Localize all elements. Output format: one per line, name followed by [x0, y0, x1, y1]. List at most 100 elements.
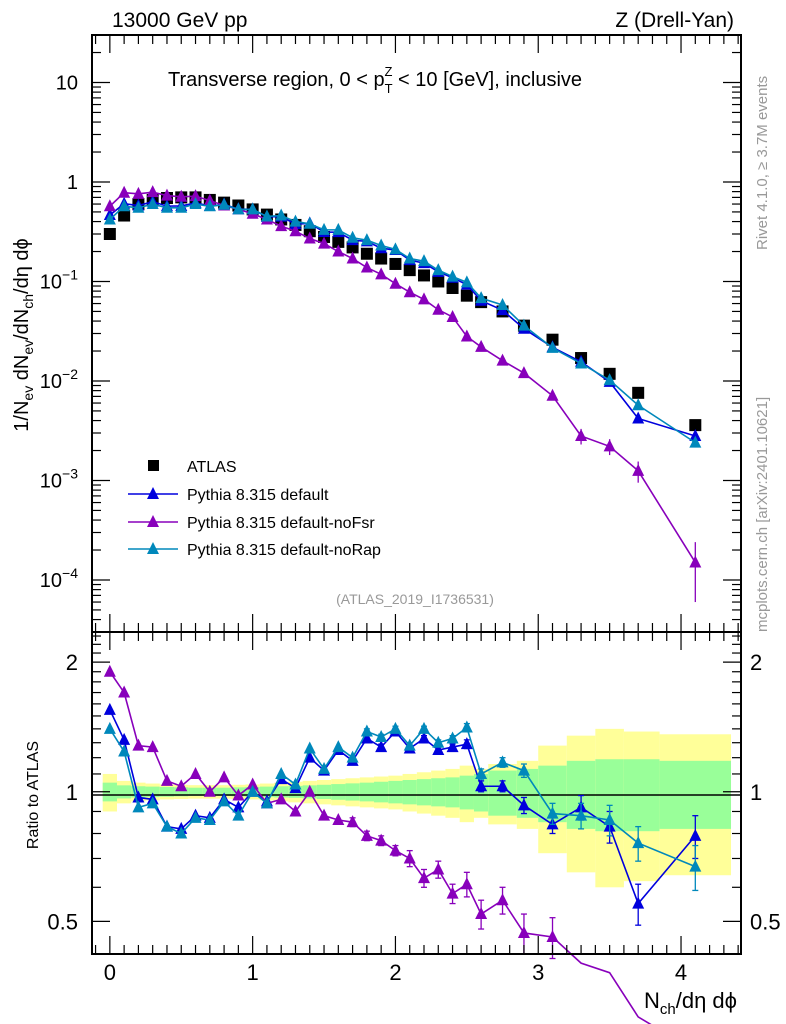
data-point-atlas	[460, 289, 473, 302]
uncertainty-band-inner	[459, 775, 474, 810]
header-right: Z (Drell-Yan)	[615, 9, 734, 32]
uncertainty-band-inner	[345, 783, 360, 801]
ratio-point-pythia-8-315-default-norap	[203, 812, 216, 825]
data-point-pythia-8-315-default-norap	[332, 222, 345, 235]
data-point-atlas	[632, 386, 645, 399]
data-point-pythia-8-315-default-norap	[189, 197, 202, 210]
ratio-point-pythia-8-315-default-norap	[375, 730, 388, 743]
x-tick-label: 2	[389, 960, 401, 985]
ratio-point-pythia-8-315-default-nofsr	[417, 871, 430, 884]
mcplots-label: mcplots.cern.ch [arXiv:2401.10621]	[754, 397, 771, 632]
ratio-y-tick-label-right: 1	[750, 780, 762, 805]
uncertainty-band-inner	[159, 786, 175, 797]
ratio-point-pythia-8-315-default-norap	[517, 763, 530, 776]
ratio-point-pythia-8-315-default	[375, 740, 388, 753]
y-tick-label: 10−4	[40, 565, 78, 592]
data-point-atlas	[432, 275, 445, 288]
uncertainty-band-inner	[216, 787, 232, 796]
ratio-point-pythia-8-315-default-norap	[460, 720, 473, 733]
data-point-pythia-8-315-default-nofsr	[460, 329, 473, 342]
data-point-pythia-8-315-default-norap	[375, 238, 388, 251]
uncertainty-band-inner	[259, 786, 275, 798]
data-point-pythia-8-315-default-norap	[689, 435, 702, 448]
data-point-pythia-8-315-default-nofsr	[175, 189, 188, 202]
ratio-point-pythia-8-315-default-norap	[275, 766, 288, 779]
ratio-y-tick-label: 0.5	[47, 909, 78, 934]
ratio-point-pythia-8-315-default-nofsr	[303, 784, 316, 797]
ratio-point-pythia-8-315-default	[475, 779, 488, 792]
data-point-pythia-8-315-default-norap	[475, 291, 488, 304]
data-point-atlas	[689, 419, 702, 432]
ratio-point-pythia-8-315-default-nofsr	[132, 738, 145, 751]
x-tick-label: 0	[104, 960, 116, 985]
data-point-atlas	[118, 209, 131, 222]
data-point-pythia-8-315-default-nofsr	[360, 260, 373, 273]
data-point-pythia-8-315-default-nofsr	[132, 186, 145, 199]
data-point-pythia-8-315-default-norap	[403, 251, 416, 264]
uncertainty-band-inner	[274, 786, 289, 798]
ratio-point-pythia-8-315-default-norap	[575, 808, 588, 821]
ratio-point-pythia-8-315-default-norap	[446, 731, 459, 744]
uncertainty-band-inner	[431, 778, 446, 807]
y-tick-label: 10−2	[40, 366, 78, 393]
uncertainty-band-inner	[488, 770, 517, 816]
data-point-pythia-8-315-default-norap	[389, 242, 402, 255]
data-point-pythia-8-315-default-nofsr	[146, 185, 159, 198]
ratio-y-tick-label-right: 2	[750, 650, 762, 675]
x-tick-label: 3	[532, 960, 544, 985]
ratio-point-pythia-8-315-default-norap	[175, 826, 188, 839]
data-point-pythia-8-315-default-norap	[232, 202, 245, 215]
data-point-pythia-8-315-default-norap	[160, 200, 173, 213]
data-point-pythia-8-315-default-nofsr	[318, 236, 331, 249]
ratio-point-pythia-8-315-default-norap	[146, 796, 159, 809]
data-point-pythia-8-315-default-nofsr	[446, 309, 459, 322]
ratio-line-pythia-8-315-default-norap	[109, 726, 696, 868]
ratio-point-pythia-8-315-default	[446, 740, 459, 753]
ratio-point-pythia-8-315-default-nofsr	[389, 843, 402, 856]
data-point-pythia-8-315-default	[689, 428, 702, 441]
data-point-pythia-8-315-default-norap	[446, 269, 459, 282]
data-point-pythia-8-315-default-norap	[175, 200, 188, 213]
ratio-y-axis-label: Ratio to ATLAS	[25, 741, 42, 849]
data-point-pythia-8-315-default-nofsr	[289, 224, 302, 237]
data-point-pythia-8-315-default-nofsr	[118, 185, 131, 198]
series-line-pythia-8-315-default	[109, 200, 696, 437]
uncertainty-band-inner	[416, 779, 432, 806]
ratio-point-pythia-8-315-default-nofsr	[175, 779, 188, 792]
ratio-point-pythia-8-315-default-norap	[403, 738, 416, 751]
ratio-point-pythia-8-315-default-norap	[475, 766, 488, 779]
uncertainty-band-inner	[331, 784, 346, 800]
ratio-point-pythia-8-315-default-norap	[218, 794, 231, 807]
uncertainty-band-inner	[174, 787, 189, 797]
ratio-point-pythia-8-315-default-norap	[417, 721, 430, 734]
ratio-point-pythia-8-315-default	[360, 731, 373, 744]
ratio-point-pythia-8-315-default-nofsr	[546, 929, 559, 942]
data-point-pythia-8-315-default-norap	[632, 398, 645, 411]
data-point-atlas	[332, 235, 345, 248]
ratio-point-pythia-8-315-default-norap	[232, 808, 245, 821]
ratio-point-pythia-8-315-default-nofsr	[360, 828, 373, 841]
ratio-point-pythia-8-315-default-norap	[160, 819, 173, 832]
ratio-point-pythia-8-315-default-nofsr	[289, 804, 302, 817]
ratio-point-pythia-8-315-default-nofsr	[332, 812, 345, 825]
data-point-pythia-8-315-default-norap	[432, 263, 445, 276]
ratio-point-pythia-8-315-default-nofsr	[232, 788, 245, 801]
ratio-point-pythia-8-315-default-nofsr	[346, 815, 359, 828]
data-point-pythia-8-315-default-norap	[575, 356, 588, 369]
data-point-pythia-8-315-default-norap	[346, 230, 359, 243]
y-axis-label: 1/Nev dNev/dNch/dη dϕ	[11, 238, 36, 431]
data-point-pythia-8-315-default-nofsr	[275, 219, 288, 232]
data-point-pythia-8-315-default-nofsr	[496, 353, 509, 366]
legend-marker	[147, 487, 159, 499]
ratio-y-tick-label: 1	[66, 780, 78, 805]
ratio-point-pythia-8-315-default	[632, 896, 645, 909]
data-point-pythia-8-315-default-norap	[360, 233, 373, 246]
ratio-point-pythia-8-315-default-norap	[496, 755, 509, 768]
ratio-plot: 0.5 0.5 1 1 2 2 0 1 2 3 4 Ratio to ATLAS Nch/dη dϕ	[25, 631, 781, 1024]
ratio-line-pythia-8-315-default	[109, 709, 696, 906]
ratio-point-pythia-8-315-default-norap	[246, 784, 259, 797]
ratio-point-pythia-8-315-default-nofsr	[203, 784, 216, 797]
ratio-point-pythia-8-315-default-norap	[318, 761, 331, 774]
series-line-pythia-8-315-default-norap	[109, 203, 696, 444]
y-tick-label: 10−3	[40, 465, 78, 492]
